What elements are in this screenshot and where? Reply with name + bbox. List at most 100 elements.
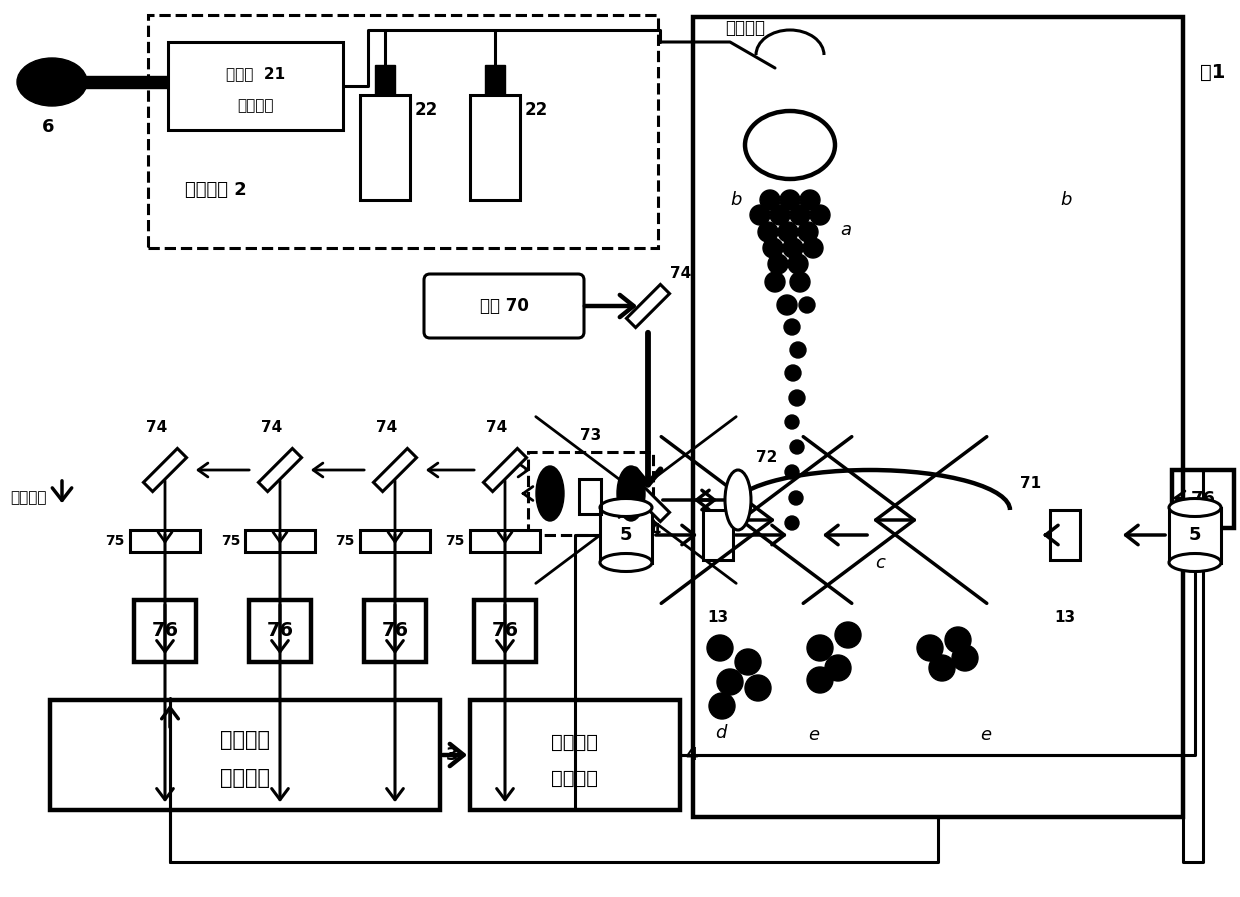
Text: 76: 76 bbox=[382, 622, 408, 640]
Text: 74: 74 bbox=[640, 523, 661, 538]
Circle shape bbox=[807, 635, 833, 661]
Text: 4: 4 bbox=[684, 746, 697, 764]
Ellipse shape bbox=[1169, 553, 1221, 571]
Circle shape bbox=[807, 667, 833, 693]
Polygon shape bbox=[258, 448, 301, 492]
Text: 76: 76 bbox=[1190, 490, 1215, 508]
Bar bbox=[470, 700, 680, 810]
Text: 6: 6 bbox=[42, 118, 55, 136]
Ellipse shape bbox=[536, 466, 564, 521]
Bar bbox=[528, 452, 653, 535]
Ellipse shape bbox=[1169, 499, 1221, 517]
Bar bbox=[52, 76, 167, 88]
Bar bbox=[1172, 470, 1234, 528]
Circle shape bbox=[785, 415, 799, 429]
Text: 进样管道: 进样管道 bbox=[725, 19, 765, 37]
FancyBboxPatch shape bbox=[424, 274, 584, 338]
Text: ～1: ～1 bbox=[1200, 63, 1225, 82]
Text: 进样模块 2: 进样模块 2 bbox=[185, 181, 247, 199]
Circle shape bbox=[785, 516, 799, 530]
Polygon shape bbox=[373, 448, 417, 492]
Polygon shape bbox=[484, 448, 527, 492]
Bar bbox=[249, 600, 311, 662]
Text: 控制系统: 控制系统 bbox=[237, 99, 274, 114]
Circle shape bbox=[760, 190, 780, 210]
Circle shape bbox=[758, 222, 777, 242]
Text: 71: 71 bbox=[1021, 476, 1042, 491]
Bar bbox=[703, 510, 733, 560]
Bar bbox=[474, 600, 536, 662]
Circle shape bbox=[799, 297, 815, 313]
Circle shape bbox=[929, 655, 955, 681]
Circle shape bbox=[952, 645, 978, 671]
Text: 3: 3 bbox=[446, 746, 459, 764]
Circle shape bbox=[790, 440, 804, 454]
Bar bbox=[1169, 508, 1221, 562]
Text: e: e bbox=[980, 726, 991, 744]
Text: 恒压阀  21: 恒压阀 21 bbox=[226, 66, 285, 82]
Text: e: e bbox=[808, 726, 820, 744]
Text: 75: 75 bbox=[105, 534, 125, 548]
Text: d: d bbox=[715, 724, 727, 742]
Text: 76: 76 bbox=[267, 622, 294, 640]
Bar bbox=[360, 530, 430, 552]
Text: 74: 74 bbox=[377, 420, 398, 435]
Circle shape bbox=[745, 675, 771, 701]
Circle shape bbox=[717, 669, 743, 695]
Polygon shape bbox=[626, 284, 670, 327]
Bar bbox=[246, 530, 315, 552]
Circle shape bbox=[750, 205, 770, 225]
Circle shape bbox=[799, 222, 818, 242]
Circle shape bbox=[707, 635, 733, 661]
Ellipse shape bbox=[600, 553, 652, 571]
Bar bbox=[130, 530, 200, 552]
Text: 76: 76 bbox=[151, 622, 179, 640]
Text: 13: 13 bbox=[708, 610, 729, 625]
Text: 76: 76 bbox=[491, 622, 518, 640]
Bar bbox=[470, 95, 520, 200]
Text: 22: 22 bbox=[415, 101, 438, 119]
Bar bbox=[360, 95, 410, 200]
Circle shape bbox=[763, 238, 782, 258]
Text: 74: 74 bbox=[486, 420, 507, 435]
Text: a: a bbox=[839, 221, 851, 239]
Text: b: b bbox=[730, 191, 742, 209]
Circle shape bbox=[804, 238, 823, 258]
Text: 74: 74 bbox=[262, 420, 283, 435]
Text: 75: 75 bbox=[221, 534, 241, 548]
Bar bbox=[365, 600, 427, 662]
Text: 实时信号: 实时信号 bbox=[219, 730, 270, 750]
Circle shape bbox=[709, 693, 735, 719]
Text: 75: 75 bbox=[445, 534, 465, 548]
Circle shape bbox=[777, 295, 797, 315]
Circle shape bbox=[785, 365, 801, 381]
Bar bbox=[134, 600, 196, 662]
Circle shape bbox=[789, 491, 804, 505]
Circle shape bbox=[777, 222, 799, 242]
Bar bbox=[470, 530, 539, 552]
Circle shape bbox=[735, 649, 761, 675]
Circle shape bbox=[790, 205, 810, 225]
Text: 72: 72 bbox=[756, 450, 777, 465]
Text: 压电陶瓷: 压电陶瓷 bbox=[552, 733, 599, 752]
Text: c: c bbox=[875, 554, 885, 572]
Bar bbox=[693, 17, 1183, 817]
Circle shape bbox=[810, 205, 830, 225]
Text: 荧光信号: 荧光信号 bbox=[10, 491, 47, 506]
Text: b: b bbox=[1060, 191, 1071, 209]
Polygon shape bbox=[626, 478, 670, 521]
Circle shape bbox=[770, 205, 790, 225]
Circle shape bbox=[782, 238, 804, 258]
Text: 74: 74 bbox=[146, 420, 167, 435]
Text: 22: 22 bbox=[525, 101, 548, 119]
Text: 75: 75 bbox=[336, 534, 355, 548]
Bar bbox=[1050, 510, 1080, 560]
Circle shape bbox=[825, 655, 851, 681]
Text: 74: 74 bbox=[670, 266, 691, 281]
Text: 13: 13 bbox=[1054, 610, 1075, 625]
Circle shape bbox=[780, 190, 800, 210]
Circle shape bbox=[835, 622, 861, 648]
Text: 激光 70: 激光 70 bbox=[480, 297, 528, 315]
Circle shape bbox=[765, 272, 785, 292]
Text: 5: 5 bbox=[620, 526, 632, 544]
